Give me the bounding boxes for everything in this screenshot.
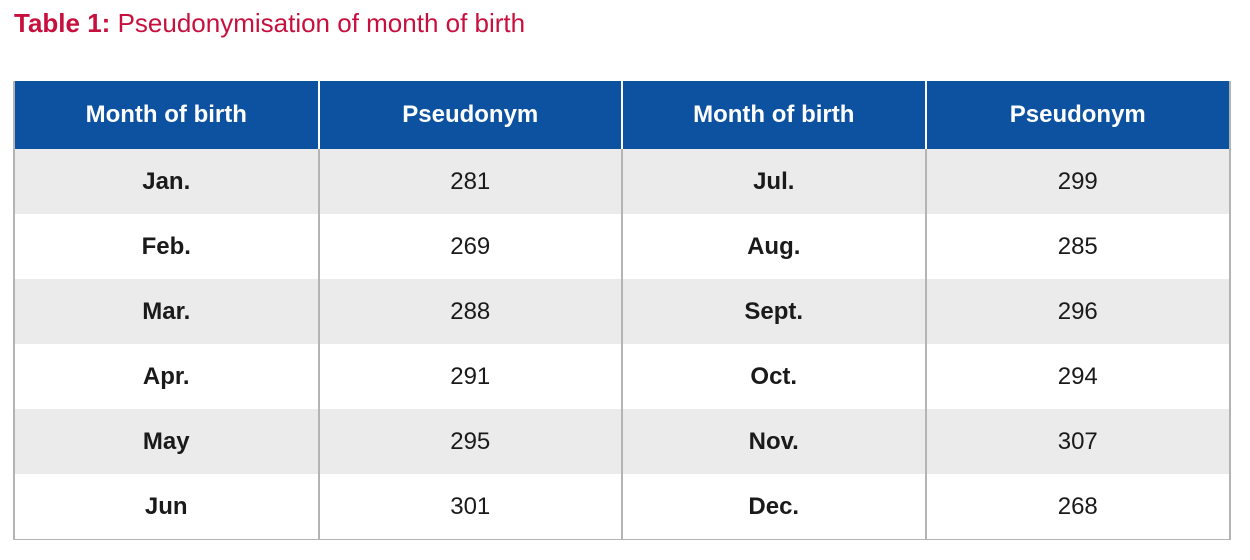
pseudonym-cell: 294 xyxy=(924,344,1229,409)
header-month-of-birth-left: Month of birth xyxy=(15,81,319,149)
pseudonym-cell: 301 xyxy=(317,474,622,539)
header-pseudonym-right: Pseudonym xyxy=(924,81,1229,149)
table-caption: Table 1: Pseudonymisation of month of bi… xyxy=(14,6,525,40)
table-caption-title: Pseudonymisation of month of birth xyxy=(117,8,526,38)
month-cell: Apr. xyxy=(15,344,319,409)
pseudonym-cell: 281 xyxy=(317,149,622,214)
month-cell: Feb. xyxy=(15,214,319,279)
month-cell: May xyxy=(15,409,319,474)
header-month-of-birth-right: Month of birth xyxy=(621,81,926,149)
month-cell: Jun xyxy=(15,474,319,539)
month-cell: Mar. xyxy=(15,279,319,344)
table-body: Jan. 281 Jul. 299 Feb. 269 Aug. 285 Mar.… xyxy=(15,149,1229,539)
header-pseudonym-left: Pseudonym xyxy=(317,81,622,149)
table-row: May 295 Nov. 307 xyxy=(15,409,1229,474)
month-cell: Sept. xyxy=(621,279,926,344)
table-row: Jan. 281 Jul. 299 xyxy=(15,149,1229,214)
pseudonym-cell: 268 xyxy=(924,474,1229,539)
pseudonym-cell: 295 xyxy=(317,409,622,474)
pseudonym-cell: 285 xyxy=(924,214,1229,279)
header-row: Month of birth Pseudonym Month of birth … xyxy=(15,81,1229,149)
pseudonym-table: Month of birth Pseudonym Month of birth … xyxy=(15,81,1229,539)
table-header: Month of birth Pseudonym Month of birth … xyxy=(15,81,1229,149)
table-row: Jun 301 Dec. 268 xyxy=(15,474,1229,539)
pseudonym-cell: 296 xyxy=(924,279,1229,344)
pseudonym-cell: 299 xyxy=(924,149,1229,214)
pseudonym-cell: 291 xyxy=(317,344,622,409)
month-cell: Oct. xyxy=(621,344,926,409)
month-cell: Jan. xyxy=(15,149,319,214)
table-container: Month of birth Pseudonym Month of birth … xyxy=(13,81,1231,540)
table-row: Feb. 269 Aug. 285 xyxy=(15,214,1229,279)
table-caption-label: Table 1: xyxy=(14,8,111,38)
pseudonym-cell: 307 xyxy=(924,409,1229,474)
table-row: Mar. 288 Sept. 296 xyxy=(15,279,1229,344)
table-row: Apr. 291 Oct. 294 xyxy=(15,344,1229,409)
pseudonym-cell: 269 xyxy=(317,214,622,279)
month-cell: Jul. xyxy=(621,149,926,214)
month-cell: Nov. xyxy=(621,409,926,474)
pseudonym-cell: 288 xyxy=(317,279,622,344)
month-cell: Dec. xyxy=(621,474,926,539)
month-cell: Aug. xyxy=(621,214,926,279)
